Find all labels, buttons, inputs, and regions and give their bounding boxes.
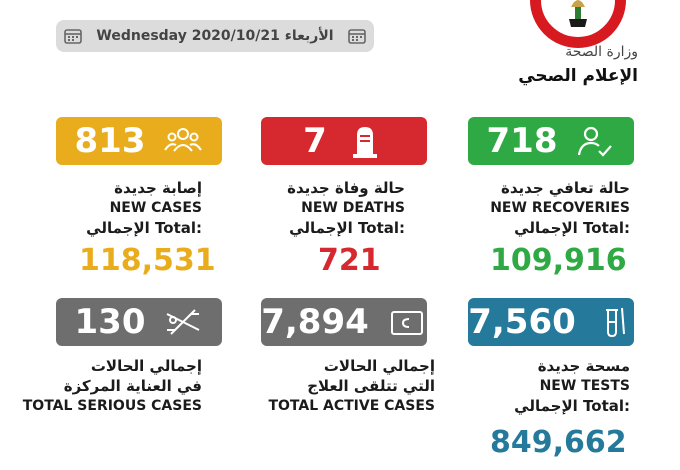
- date-text: Wednesday 2020/10/21 الأربعاء: [96, 28, 334, 44]
- test-tube-icon: [605, 307, 625, 338]
- hospital-bed-icon: [167, 309, 200, 335]
- serious-cases-label-en: TOTAL SERIOUS CASES: [22, 398, 202, 414]
- new-tests-total: 849,662: [490, 425, 627, 460]
- ministry-name: وزارة الصحة: [565, 44, 638, 60]
- new-deaths-labels: حالة وفاة جديدة NEW DEATHS الإجمالي Tota…: [287, 178, 405, 238]
- active-cases-label-ar-2: التي تتلقى العلاج: [307, 377, 435, 395]
- new-cases-card: 813: [56, 117, 222, 165]
- ministry-name-block: وزارة الصحة الإعلام الصحي: [518, 44, 638, 86]
- active-cases-labels: إجمالي الحالات التي تتلقى العلاج TOTAL A…: [268, 356, 435, 416]
- new-tests-label-ar: مسحة جديدة: [537, 357, 630, 375]
- new-recoveries-total: 109,916: [490, 243, 627, 278]
- new-tests-card: 7,560: [468, 298, 634, 346]
- serious-cases-label-ar-1: إجمالي الحالات: [90, 357, 202, 375]
- new-tests-value: 7,560: [468, 302, 576, 342]
- active-cases-value: 7,894: [261, 302, 369, 342]
- new-recoveries-value: 718: [486, 121, 558, 161]
- active-cases-label-ar-1: إجمالي الحالات: [323, 357, 435, 375]
- new-deaths-label-ar: حالة وفاة جديدة: [287, 179, 405, 197]
- medicine-box-icon: [390, 311, 423, 335]
- new-cases-total-label: الإجمالي Total:: [86, 219, 202, 237]
- new-cases-label-ar: إصابة جديدة: [114, 179, 202, 197]
- new-deaths-value: 7: [303, 121, 327, 161]
- new-deaths-label-en: NEW DEATHS: [301, 200, 405, 216]
- people-icon: [164, 128, 203, 152]
- calendar-icon: [348, 29, 366, 44]
- ministry-logo: [530, 0, 626, 48]
- new-cases-label-en: NEW CASES: [109, 200, 202, 216]
- new-recoveries-total-label: الإجمالي Total:: [514, 219, 630, 237]
- new-deaths-card: 7: [261, 117, 427, 165]
- person-check-icon: [578, 126, 613, 157]
- serious-cases-card: 130: [56, 298, 222, 346]
- new-recoveries-label-en: NEW RECOVERIES: [490, 200, 630, 216]
- new-tests-total-label: الإجمالي Total:: [514, 397, 630, 415]
- new-cases-total: 118,531: [79, 243, 216, 278]
- serious-cases-value: 130: [74, 302, 146, 342]
- active-cases-label-en: TOTAL ACTIVE CASES: [268, 398, 435, 414]
- serious-cases-label-ar-2: في العناية المركزة: [63, 377, 202, 395]
- new-tests-labels: مسحة جديدة NEW TESTS الإجمالي Total:: [514, 356, 630, 416]
- new-recoveries-labels: حالة تعافي جديدة NEW RECOVERIES الإجمالي…: [490, 178, 630, 238]
- calendar-icon: [64, 29, 82, 44]
- tombstone-icon: [352, 127, 377, 158]
- new-deaths-total-label: الإجمالي Total:: [289, 219, 405, 237]
- new-cases-value: 813: [74, 121, 146, 161]
- new-recoveries-card: 718: [468, 117, 634, 165]
- new-deaths-total: 721: [318, 243, 381, 278]
- serious-cases-labels: إجمالي الحالات في العناية المركزة TOTAL …: [23, 356, 202, 416]
- new-recoveries-label-ar: حالة تعافي جديدة: [501, 179, 630, 197]
- department-name: الإعلام الصحي: [518, 66, 638, 86]
- new-cases-labels: إصابة جديدة NEW CASES الإجمالي Total:: [86, 178, 202, 238]
- new-tests-label-en: NEW TESTS: [539, 378, 630, 394]
- active-cases-card: 7,894: [261, 298, 427, 346]
- date-pill: Wednesday 2020/10/21 الأربعاء: [56, 20, 374, 52]
